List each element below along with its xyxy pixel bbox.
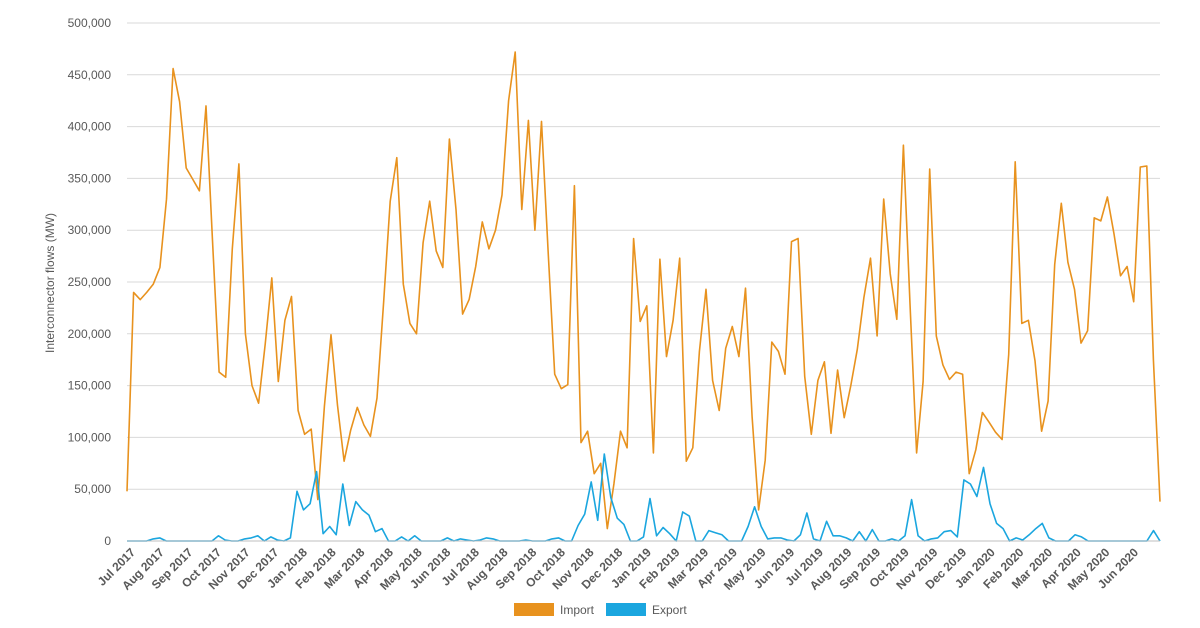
y-axis-ticks: 0 50,000 100,000 150,000 200,000 250,000 300,0… bbox=[68, 16, 112, 548]
legend-swatch-import bbox=[514, 603, 554, 616]
series-line-export bbox=[127, 453, 1161, 542]
series-lines bbox=[126, 51, 1161, 542]
y-tick-label: 250,000 bbox=[68, 275, 112, 289]
y-tick-label: 500,000 bbox=[68, 16, 112, 30]
legend-label-import: Import bbox=[560, 603, 595, 617]
legend-label-export: Export bbox=[652, 603, 687, 617]
y-tick-label: 50,000 bbox=[74, 482, 111, 496]
y-tick-label: 150,000 bbox=[68, 379, 112, 393]
y-tick-label: 350,000 bbox=[68, 171, 112, 185]
y-tick-label: 0 bbox=[104, 534, 111, 548]
legend: Import Export bbox=[514, 603, 687, 617]
legend-swatch-export bbox=[606, 603, 646, 616]
series-line-import bbox=[126, 51, 1161, 530]
y-axis-title: Interconnector flows (MW) bbox=[43, 213, 57, 353]
y-tick-label: 400,000 bbox=[68, 120, 112, 134]
y-tick-label: 300,000 bbox=[68, 223, 112, 237]
y-tick-label: 450,000 bbox=[68, 68, 112, 82]
gridlines bbox=[127, 22, 1160, 490]
y-tick-label: 100,000 bbox=[68, 430, 112, 444]
y-tick-label: 200,000 bbox=[68, 327, 112, 341]
